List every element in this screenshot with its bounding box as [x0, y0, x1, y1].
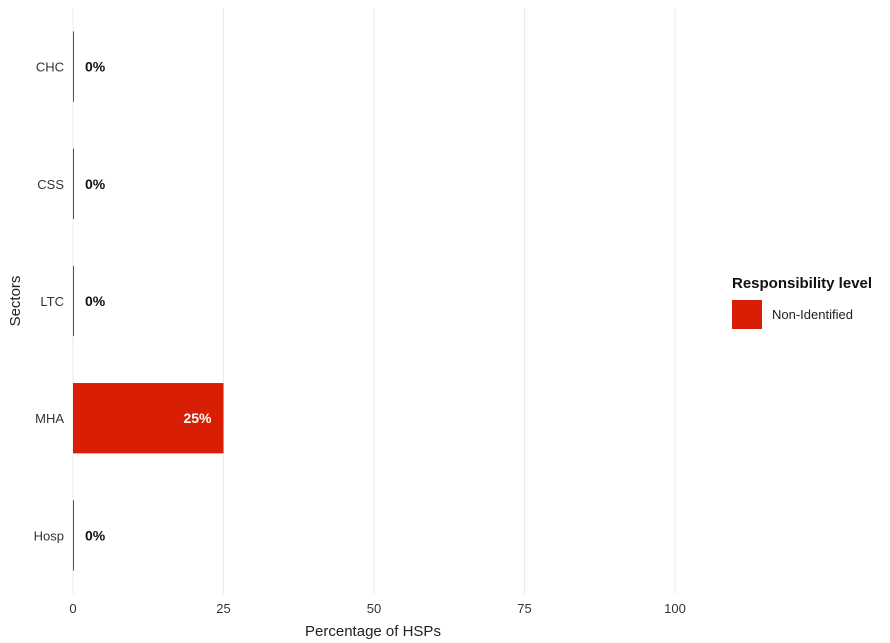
y-tick-label: MHA: [35, 411, 64, 426]
x-tick-label: 100: [664, 601, 686, 616]
x-tick-label: 50: [367, 601, 381, 616]
data-labels: 0% 0% 0% 25% 0%: [85, 59, 212, 544]
y-tick-label: CHC: [36, 60, 64, 75]
y-tick-label: CSS: [37, 177, 64, 192]
data-label: 0%: [85, 293, 106, 309]
legend-title: Responsibility level: [732, 275, 872, 292]
data-label: 25%: [183, 410, 212, 426]
x-tick-label: 75: [517, 601, 531, 616]
gridlines: [72, 8, 676, 594]
bar: [73, 148, 74, 219]
bar: [73, 31, 74, 102]
x-axis-title: Percentage of HSPs: [305, 623, 441, 640]
legend: Responsibility level Non-Identified: [732, 275, 872, 329]
legend-swatch: [732, 300, 762, 329]
data-label: 0%: [85, 527, 106, 543]
data-label: 0%: [85, 176, 106, 192]
x-tick-label: 25: [216, 601, 230, 616]
bar: [73, 265, 74, 337]
y-axis-title: Sectors: [7, 276, 24, 327]
x-tick-labels: 0 25 50 75 100: [69, 601, 685, 616]
y-tick-label: LTC: [40, 294, 64, 309]
y-tick-labels: CHC CSS LTC MHA Hosp: [34, 60, 65, 544]
x-tick-label: 0: [69, 601, 76, 616]
data-label: 0%: [85, 59, 106, 75]
bar: [73, 383, 224, 454]
bar: [73, 500, 74, 571]
legend-label: Non-Identified: [772, 307, 853, 322]
y-tick-label: Hosp: [34, 528, 64, 543]
bars: [73, 31, 224, 571]
